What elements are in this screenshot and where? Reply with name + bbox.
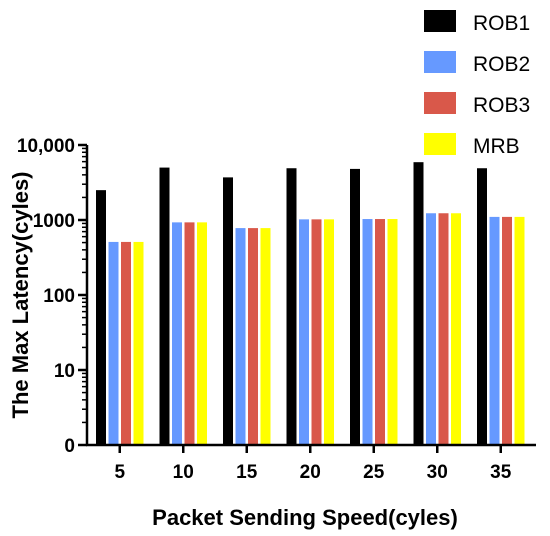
bar-rob1-15: [223, 177, 233, 445]
x-tick-label: 20: [300, 462, 321, 483]
x-axis-title: Packet Sending Speed(cyles): [152, 505, 458, 530]
bar-mrb-5: [133, 241, 144, 445]
x-tick-label: 15: [236, 462, 258, 483]
bar-rob1-35: [477, 168, 487, 445]
y-axis-title: The Max Latency(cyles): [8, 172, 33, 419]
bar-rob1-10: [159, 167, 170, 445]
bar-rob3-25: [375, 219, 385, 445]
bar-mrb-15: [260, 228, 271, 445]
x-tick-label: 30: [427, 462, 448, 483]
bar-rob3-5: [121, 241, 131, 445]
x-tick-label: 5: [114, 462, 125, 483]
bar-rob2-25: [362, 219, 373, 445]
legend-label-rob3: ROB3: [473, 94, 530, 117]
bar-rob2-20: [299, 219, 309, 445]
bar-rob3-10: [184, 222, 195, 445]
bar-rob2-35: [489, 216, 500, 445]
legend-swatch-rob2: [424, 51, 456, 73]
bar-rob2-30: [426, 213, 436, 445]
bar-mrb-25: [387, 219, 398, 445]
bar-rob1-30: [413, 162, 424, 445]
legend-label-mrb: MRB: [473, 135, 520, 158]
legend-swatch-rob1: [424, 10, 456, 32]
axes: 0 10 100 1000 10,000 5 10 15 20 25 30 35: [17, 136, 536, 483]
y-tick-label: 10: [54, 361, 75, 382]
x-tick-label: 10: [173, 462, 194, 483]
y-tick-label: 1000: [33, 211, 75, 232]
y-tick-label: 100: [43, 286, 75, 307]
bars: [96, 162, 525, 445]
bar-mrb-10: [197, 222, 207, 445]
bar-rob1-20: [286, 168, 297, 445]
bar-mrb-35: [514, 216, 525, 445]
bar-rob2-15: [235, 228, 246, 445]
x-tick-label: 35: [490, 462, 512, 483]
bar-mrb-30: [451, 213, 461, 445]
x-tick-label: 25: [363, 462, 385, 483]
bar-rob2-5: [108, 241, 119, 445]
bar-rob1-25: [350, 168, 360, 445]
y-tick-label: 10,000: [17, 136, 75, 157]
legend: ROB1 ROB2 ROB3 MRB: [424, 10, 530, 158]
bar-rob1-5: [96, 190, 106, 445]
legend-swatch-rob3: [424, 92, 456, 114]
bar-rob2-10: [172, 222, 182, 445]
legend-label-rob1: ROB1: [473, 12, 530, 35]
bar-rob3-20: [311, 219, 322, 445]
y-tick-label: 0: [64, 436, 75, 457]
bar-rob3-30: [438, 213, 449, 445]
bar-rob3-35: [502, 216, 512, 445]
legend-label-rob2: ROB2: [473, 53, 530, 76]
legend-swatch-mrb: [424, 133, 456, 155]
bar-rob3-15: [248, 228, 258, 445]
bar-mrb-20: [324, 219, 334, 445]
